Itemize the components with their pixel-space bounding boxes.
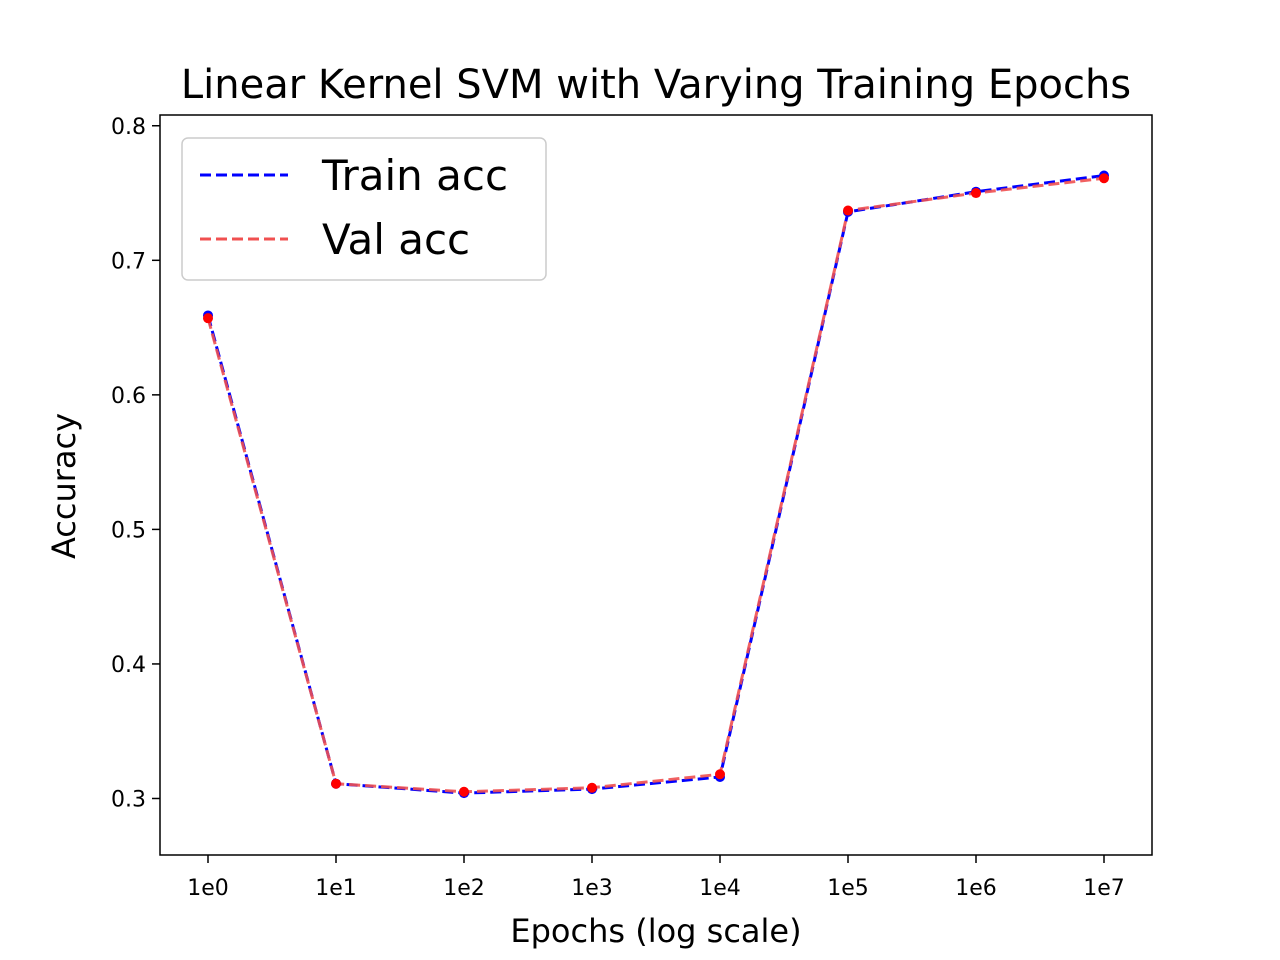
y-tick-label: 0.7	[111, 249, 146, 274]
plot-frame	[159, 114, 1153, 856]
y-tick-label: 0.8	[111, 115, 146, 140]
x-tick-label: 1e5	[827, 876, 869, 901]
data-point-val	[331, 778, 341, 789]
y-axis-label: Accuracy	[45, 413, 83, 559]
data-point-val	[587, 782, 597, 793]
x-tick-label: 1e0	[187, 876, 229, 901]
y-tick-label: 0.5	[111, 518, 146, 543]
data-point-val	[203, 313, 213, 324]
y-tick-label: 0.6	[111, 384, 146, 409]
legend: Train acc Val acc	[181, 137, 547, 281]
x-tick-label: 1e7	[1083, 876, 1125, 901]
legend-entry: Val acc	[322, 215, 470, 264]
plot-area	[203, 170, 1109, 799]
data-point-val	[971, 188, 981, 199]
chart-title: Linear Kernel SVM with Varying Training …	[181, 62, 1131, 108]
data-point-val	[1099, 173, 1109, 184]
y-tick-label: 0.3	[111, 787, 146, 812]
x-tick-label: 1e4	[699, 876, 741, 901]
y-tick-label: 0.4	[111, 653, 146, 678]
legend-entry: Train acc	[321, 151, 508, 200]
x-tick-label: 1e3	[571, 876, 613, 901]
data-point-val	[459, 786, 469, 797]
x-axis-label: Epochs (log scale)	[510, 912, 801, 950]
series-line-val	[206, 176, 1105, 794]
x-tick-label: 1e6	[955, 876, 997, 901]
x-tick-label: 1e2	[443, 876, 485, 901]
x-tick-label: 1e1	[315, 876, 357, 901]
data-point-val	[715, 769, 725, 780]
data-point-val	[843, 205, 853, 216]
